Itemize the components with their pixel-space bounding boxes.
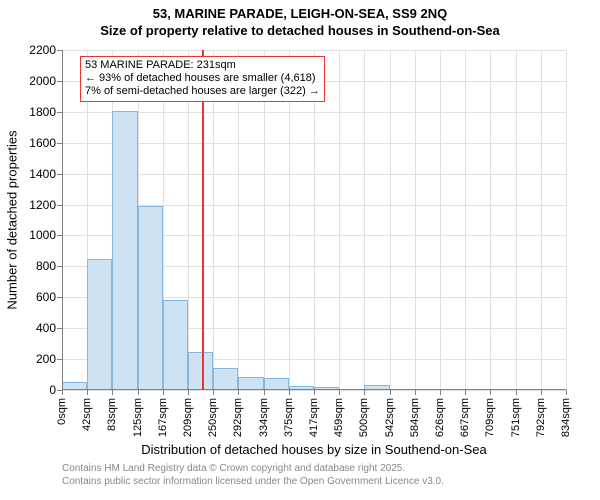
x-tick-mark — [364, 390, 365, 395]
y-tick-label: 2200 — [29, 43, 56, 57]
histogram-bar — [163, 300, 188, 390]
gridline-x — [516, 50, 517, 390]
histogram-bar — [87, 259, 112, 390]
gridline-x — [465, 50, 466, 390]
y-tick-label: 1200 — [29, 198, 56, 212]
x-tick-label: 584sqm — [409, 398, 421, 437]
gridline-x — [339, 50, 340, 390]
x-tick-label: 250sqm — [207, 398, 219, 437]
x-tick-label: 459sqm — [333, 398, 345, 437]
x-tick-label: 792sqm — [535, 398, 547, 437]
x-tick-mark — [440, 390, 441, 395]
y-tick-label: 200 — [36, 352, 56, 366]
y-axis-line — [62, 50, 63, 390]
x-tick-mark — [415, 390, 416, 395]
x-tick-label: 0sqm — [56, 398, 68, 425]
x-tick-label: 667sqm — [459, 398, 471, 437]
footer-line-1: Contains HM Land Registry data © Crown c… — [62, 462, 444, 475]
histogram-bar — [213, 368, 238, 390]
histogram-bar — [112, 111, 137, 390]
y-tick-label: 1000 — [29, 228, 56, 242]
annotation-line-1: 53 MARINE PARADE: 231sqm — [85, 59, 320, 72]
gridline-x — [364, 50, 365, 390]
x-tick-mark — [213, 390, 214, 395]
x-tick-mark — [264, 390, 265, 395]
y-tick-label: 2000 — [29, 74, 56, 88]
x-tick-label: 42sqm — [81, 398, 93, 431]
annotation-box: 53 MARINE PARADE: 231sqm ← 93% of detach… — [80, 56, 325, 102]
x-tick-mark — [566, 390, 567, 395]
x-axis-label: Distribution of detached houses by size … — [62, 442, 566, 457]
y-tick-label: 1400 — [29, 167, 56, 181]
x-tick-label: 125sqm — [132, 398, 144, 437]
gridline-x — [490, 50, 491, 390]
x-tick-label: 751sqm — [510, 398, 522, 437]
footer-attribution: Contains HM Land Registry data © Crown c… — [62, 462, 444, 488]
x-tick-label: 417sqm — [308, 398, 320, 437]
x-tick-label: 292sqm — [232, 398, 244, 437]
x-tick-label: 83sqm — [106, 398, 118, 431]
x-tick-mark — [289, 390, 290, 395]
x-tick-mark — [238, 390, 239, 395]
x-tick-label: 500sqm — [358, 398, 370, 437]
x-tick-mark — [112, 390, 113, 395]
x-tick-label: 709sqm — [484, 398, 496, 437]
x-tick-label: 375sqm — [283, 398, 295, 437]
y-tick-label: 600 — [36, 290, 56, 304]
y-tick-label: 800 — [36, 259, 56, 273]
footer-line-2: Contains public sector information licen… — [62, 475, 444, 488]
y-tick-label: 400 — [36, 321, 56, 335]
gridline-x — [541, 50, 542, 390]
x-axis-line — [62, 389, 566, 390]
x-tick-mark — [490, 390, 491, 395]
histogram-bar — [138, 206, 163, 390]
x-tick-mark — [541, 390, 542, 395]
x-tick-label: 626sqm — [434, 398, 446, 437]
x-tick-mark — [314, 390, 315, 395]
x-tick-mark — [390, 390, 391, 395]
x-tick-mark — [163, 390, 164, 395]
x-tick-label: 167sqm — [157, 398, 169, 437]
x-tick-mark — [339, 390, 340, 395]
annotation-line-3: 7% of semi-detached houses are larger (3… — [85, 85, 320, 98]
x-tick-mark — [188, 390, 189, 395]
x-tick-label: 542sqm — [384, 398, 396, 437]
x-tick-mark — [516, 390, 517, 395]
gridline-x — [390, 50, 391, 390]
chart-title-sub: Size of property relative to detached ho… — [0, 23, 600, 38]
y-tick-label: 1800 — [29, 105, 56, 119]
annotation-line-2: ← 93% of detached houses are smaller (4,… — [85, 72, 320, 85]
y-axis-label: Number of detached properties — [5, 130, 20, 309]
x-tick-label: 834sqm — [560, 398, 572, 437]
histogram-bar — [188, 352, 213, 390]
x-tick-mark — [465, 390, 466, 395]
gridline-x — [415, 50, 416, 390]
y-tick-label: 0 — [49, 383, 56, 397]
x-tick-mark — [87, 390, 88, 395]
x-tick-mark — [138, 390, 139, 395]
y-tick-label: 1600 — [29, 136, 56, 150]
gridline-x — [566, 50, 567, 390]
x-tick-label: 209sqm — [182, 398, 194, 437]
chart-title-main: 53, MARINE PARADE, LEIGH-ON-SEA, SS9 2NQ — [0, 6, 600, 21]
gridline-x — [440, 50, 441, 390]
x-tick-mark — [62, 390, 63, 395]
x-tick-label: 334sqm — [258, 398, 270, 437]
